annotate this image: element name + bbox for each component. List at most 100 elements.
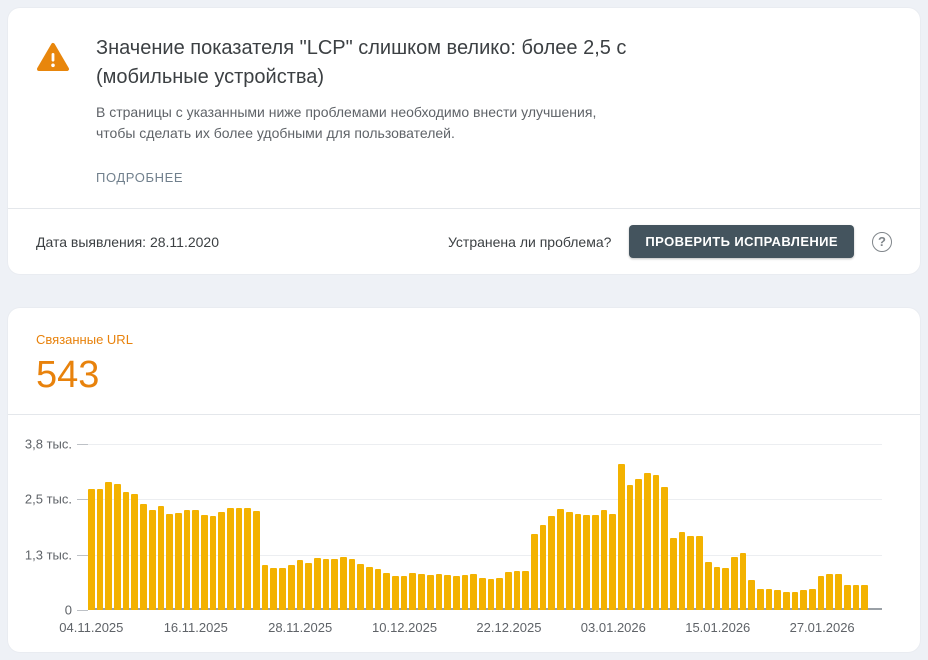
- bar[interactable]: [279, 568, 286, 610]
- bar[interactable]: [730, 556, 738, 610]
- bar[interactable]: [704, 561, 712, 610]
- bar[interactable]: [809, 589, 816, 610]
- bar[interactable]: [548, 515, 556, 610]
- bar[interactable]: [305, 563, 312, 610]
- bar[interactable]: [261, 565, 269, 610]
- bar[interactable]: [565, 511, 573, 610]
- learn-more-link[interactable]: ПОДРОБНЕЕ: [96, 170, 184, 185]
- bar[interactable]: [200, 514, 208, 610]
- bar[interactable]: [583, 515, 590, 610]
- bar[interactable]: [713, 567, 721, 610]
- bar[interactable]: [244, 508, 252, 610]
- issue-description: В страницы с указанными ниже проблемами …: [96, 104, 597, 141]
- bar[interactable]: [696, 536, 703, 610]
- bar[interactable]: [331, 558, 338, 610]
- bar[interactable]: [88, 488, 95, 610]
- bar[interactable]: [539, 525, 547, 610]
- bar[interactable]: [96, 488, 104, 610]
- bar[interactable]: [105, 482, 113, 610]
- bar[interactable]: [687, 536, 695, 610]
- bar[interactable]: [522, 571, 530, 610]
- bar[interactable]: [409, 573, 417, 610]
- related-urls-block: Связанные URL 543: [8, 308, 920, 395]
- bar[interactable]: [626, 485, 634, 610]
- bar[interactable]: [826, 573, 834, 610]
- bar[interactable]: [487, 579, 495, 610]
- bar[interactable]: [783, 591, 790, 610]
- bar[interactable]: [609, 513, 616, 610]
- bar[interactable]: [122, 491, 130, 610]
- bar[interactable]: [635, 478, 642, 610]
- bar[interactable]: [114, 484, 121, 610]
- bar[interactable]: [174, 512, 182, 610]
- bar[interactable]: [322, 558, 330, 610]
- bar[interactable]: [756, 589, 764, 610]
- bar[interactable]: [861, 585, 868, 610]
- bar[interactable]: [722, 567, 729, 610]
- bar[interactable]: [513, 571, 521, 610]
- bar[interactable]: [531, 534, 538, 610]
- bar[interactable]: [835, 573, 842, 610]
- x-axis-label: 27.01.2026: [789, 620, 855, 635]
- bar[interactable]: [383, 572, 391, 610]
- bar[interactable]: [435, 574, 443, 610]
- bar[interactable]: [140, 503, 147, 610]
- bar[interactable]: [739, 552, 747, 610]
- bar[interactable]: [357, 563, 364, 610]
- bar[interactable]: [800, 590, 808, 610]
- bar[interactable]: [339, 557, 347, 610]
- bar-plot: [88, 444, 873, 610]
- bar[interactable]: [557, 509, 564, 610]
- bar[interactable]: [218, 511, 225, 610]
- bar[interactable]: [591, 515, 599, 610]
- bar[interactable]: [348, 559, 356, 610]
- bar[interactable]: [852, 585, 860, 610]
- bar[interactable]: [287, 565, 295, 610]
- bar[interactable]: [791, 591, 799, 610]
- bar[interactable]: [661, 486, 669, 610]
- fixed-question-label: Устранена ли проблема?: [447, 233, 612, 250]
- bar[interactable]: [774, 590, 781, 610]
- bar[interactable]: [148, 509, 156, 610]
- bar[interactable]: [366, 567, 373, 610]
- bar[interactable]: [617, 463, 625, 610]
- bar[interactable]: [426, 575, 434, 610]
- bar[interactable]: [209, 515, 217, 610]
- bar[interactable]: [235, 508, 243, 610]
- bar[interactable]: [670, 538, 677, 610]
- bar[interactable]: [374, 569, 382, 610]
- validate-fix-button[interactable]: ПРОВЕРИТЬ ИСПРАВЛЕНИЕ: [629, 225, 854, 258]
- bar[interactable]: [678, 532, 686, 610]
- bar[interactable]: [270, 567, 278, 610]
- bar[interactable]: [157, 506, 165, 610]
- bar[interactable]: [183, 510, 191, 610]
- bar[interactable]: [166, 513, 173, 610]
- bar[interactable]: [574, 513, 582, 610]
- bar[interactable]: [131, 494, 139, 610]
- bar[interactable]: [461, 574, 469, 610]
- help-icon[interactable]: ?: [872, 231, 892, 252]
- bar[interactable]: [452, 575, 460, 610]
- bar[interactable]: [600, 510, 608, 610]
- bar[interactable]: [470, 574, 477, 610]
- bar[interactable]: [296, 559, 304, 610]
- bar[interactable]: [444, 575, 451, 610]
- bar[interactable]: [817, 575, 825, 610]
- x-axis-label: 28.11.2025: [268, 620, 333, 635]
- bar[interactable]: [748, 579, 755, 610]
- bar[interactable]: [843, 585, 851, 610]
- bar[interactable]: [227, 508, 234, 610]
- bar[interactable]: [478, 578, 486, 610]
- bar[interactable]: [644, 473, 651, 610]
- bar[interactable]: [652, 474, 660, 610]
- bar[interactable]: [313, 558, 321, 610]
- bar[interactable]: [496, 577, 503, 610]
- y-axis-label: 0: [64, 602, 72, 618]
- bar[interactable]: [192, 509, 199, 610]
- bar[interactable]: [765, 589, 773, 610]
- bar[interactable]: [392, 575, 399, 610]
- bar[interactable]: [505, 571, 512, 610]
- bar[interactable]: [400, 575, 408, 610]
- bar[interactable]: [418, 573, 425, 610]
- bar[interactable]: [253, 510, 260, 610]
